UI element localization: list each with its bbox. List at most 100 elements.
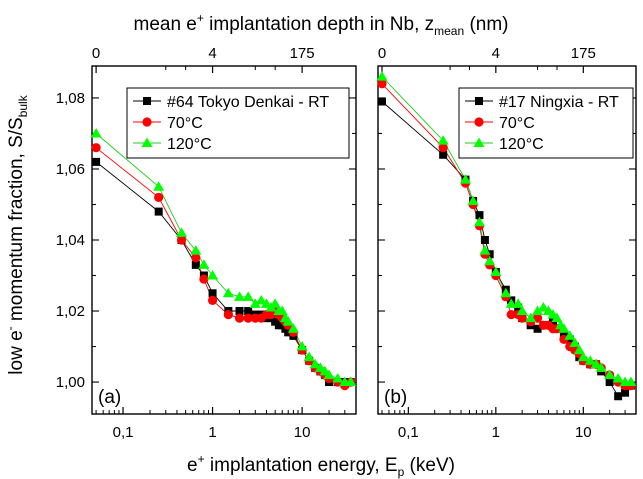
data-point-triangle [625, 376, 637, 387]
data-point-triangle [604, 369, 616, 379]
data-point-triangle [551, 312, 563, 323]
data-point-square [244, 307, 253, 316]
data-point-triangle [484, 255, 496, 266]
data-point-square [605, 378, 614, 387]
data-point-circle [191, 253, 201, 263]
top-tick-label: 0 [378, 45, 386, 62]
data-point-square [475, 211, 484, 220]
data-point-triangle [595, 362, 607, 372]
legend-label: #17 Ningxia - RT [499, 94, 619, 111]
data-point-circle [243, 313, 253, 323]
data-point-circle [91, 143, 101, 153]
top-tick-label: 175 [571, 45, 596, 62]
data-point-triangle [222, 287, 234, 298]
data-point-triangle [505, 298, 517, 308]
data-point-triangle [323, 369, 335, 379]
legend-marker-square [143, 97, 151, 105]
data-point-triangle [569, 337, 581, 347]
data-point-triangle [532, 305, 544, 316]
data-point-triangle [282, 316, 294, 326]
x-tick-label: 1 [208, 424, 216, 441]
data-point-triangle [612, 372, 624, 383]
data-point-triangle [490, 266, 502, 276]
legend-marker-square [475, 97, 483, 105]
data-point-square [621, 388, 630, 397]
x-tick-label: 1 [492, 424, 500, 441]
data-point-circle [223, 309, 233, 320]
data-point-square [614, 392, 623, 401]
data-point-triangle [500, 287, 512, 298]
legend-marker-circle [142, 117, 152, 127]
data-point-triangle [573, 344, 585, 355]
data-point-circle [207, 295, 218, 305]
data-point-circle [176, 235, 187, 245]
data-point-triangle [207, 270, 219, 280]
data-point-square [533, 324, 542, 333]
y-tick-label: 1,04 [56, 232, 85, 249]
y-tick-label: 1,06 [56, 161, 85, 178]
data-point-triangle [242, 291, 254, 301]
chart-panel-1: 0,1 1 10 0 4 175 1,00 1,02 1,04 1,06 1,08 #64 Tokyo… [56, 45, 357, 441]
x-tick-label: 0,1 [398, 424, 419, 441]
data-point-triangle [153, 181, 165, 191]
data-point-circle [532, 313, 543, 323]
panel-label: (b) [384, 387, 407, 408]
data-point-triangle [590, 358, 602, 369]
legend-box [126, 87, 350, 159]
data-point-triangle [276, 305, 288, 316]
data-point-triangle [537, 301, 549, 312]
data-point-triangle [309, 358, 321, 369]
data-point-circle [199, 274, 209, 284]
data-point-circle [506, 309, 516, 320]
top-tick-label: 0 [92, 45, 100, 62]
legend-label: #64 Tokyo Denkai - RT [167, 94, 329, 111]
data-point-square [92, 157, 101, 166]
data-point-triangle [584, 355, 596, 365]
data-point-square [439, 150, 448, 159]
data-point-triangle [296, 341, 308, 351]
legend-box [458, 87, 634, 159]
data-point-triangle [558, 323, 570, 333]
data-point-square [191, 260, 200, 269]
legend-label: 70°C [499, 115, 535, 132]
y-tick-label: 1,00 [56, 374, 85, 391]
data-point-triangle [376, 71, 388, 81]
x-tick-label: 10 [575, 424, 592, 441]
data-point-circle [154, 192, 164, 202]
legend-label: 120°C [167, 136, 212, 153]
data-point-triangle [176, 227, 188, 237]
x-tick-label: 10 [294, 424, 311, 441]
data-point-circle [438, 143, 448, 153]
data-point-triangle [90, 127, 102, 138]
y-tick-label: 1,08 [56, 90, 85, 107]
data-point-triangle [577, 351, 589, 362]
data-point-triangle [525, 312, 537, 323]
series-line [95, 133, 351, 383]
chart-panel-2: 0,1 1 10 0 4 175 #17 Ningxia - RT 70°C 120°C (b) [376, 45, 637, 441]
data-point-triangle [345, 376, 357, 387]
data-point-triangle [269, 298, 281, 308]
series-line [95, 147, 352, 387]
data-point-triangle [516, 305, 528, 316]
legend-label: 120°C [499, 136, 544, 153]
panel-label: (a) [98, 387, 121, 408]
data-point-triangle [303, 351, 315, 362]
data-point-triangle [459, 174, 471, 184]
data-point-circle [234, 313, 245, 323]
x-tick-label: 0,1 [113, 424, 134, 441]
legend-marker-triangle [141, 137, 153, 147]
data-point-square [208, 289, 217, 298]
legend-marker-triangle [473, 137, 485, 147]
y-axis-title: low e- momentum fraction, S/Sbulk [3, 94, 30, 374]
data-point-triangle [479, 245, 491, 255]
data-point-triangle [564, 330, 576, 340]
data-point-triangle [249, 298, 261, 308]
legend-marker-circle [474, 117, 484, 127]
top-axis-title: mean e+ implantation depth in Nb, zmean … [134, 11, 509, 38]
data-point-circle [517, 313, 527, 323]
data-point-triangle [190, 245, 202, 255]
data-point-triangle [332, 372, 344, 383]
data-point-square [235, 307, 244, 316]
data-point-triangle [437, 135, 449, 145]
